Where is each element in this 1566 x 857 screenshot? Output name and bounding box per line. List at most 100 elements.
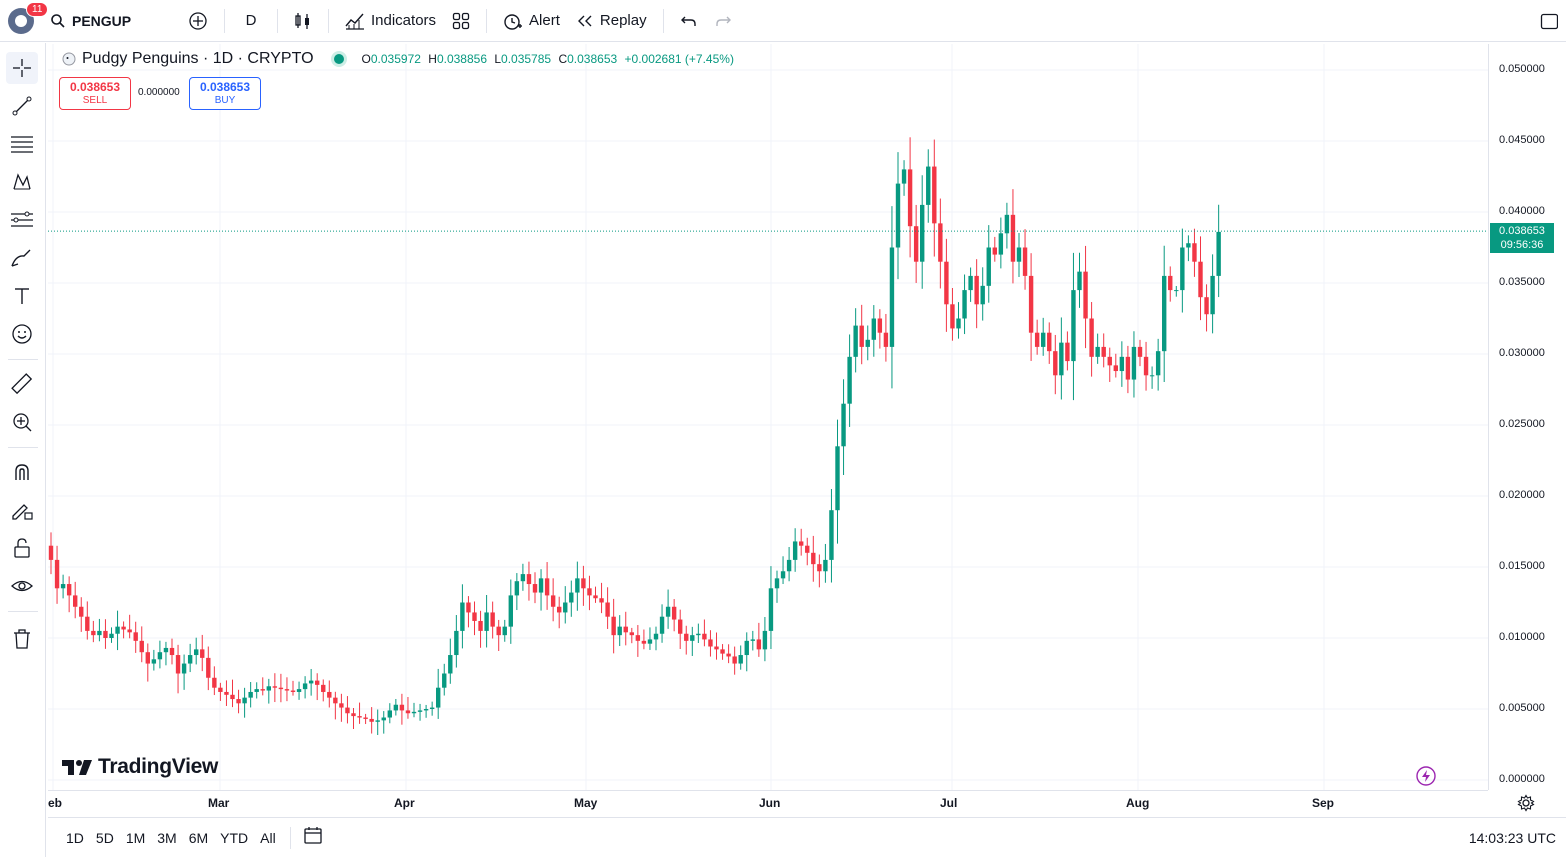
candle-body	[714, 646, 719, 650]
chart-pane[interactable]	[48, 44, 1488, 790]
time-tick-label: May	[574, 796, 598, 810]
candle-body	[647, 639, 653, 644]
candle-body	[1077, 271, 1082, 291]
candle-body	[732, 656, 737, 664]
range-ytd-button[interactable]: YTD	[220, 829, 249, 846]
candle-body	[944, 261, 949, 305]
separator	[328, 8, 329, 33]
redo-button[interactable]	[706, 4, 740, 38]
magnet-icon	[15, 464, 29, 480]
time-tick-label: Apr	[394, 796, 415, 810]
range-all-button[interactable]: All	[260, 829, 276, 846]
utc-clock[interactable]: 14:03:23 UTC	[1468, 830, 1556, 846]
candle-body	[73, 595, 78, 607]
candle-body	[932, 166, 937, 224]
candle-body	[478, 620, 483, 631]
brush-tool[interactable]	[6, 242, 38, 274]
candle-body	[393, 704, 399, 711]
candle-body	[1137, 346, 1143, 357]
candle-body	[472, 612, 477, 621]
candle-body	[1022, 247, 1028, 276]
eye-icon	[11, 580, 33, 592]
trend-line-icon	[12, 96, 32, 116]
settings-button[interactable]	[1517, 794, 1535, 817]
range-1m-button[interactable]: 1M	[125, 829, 146, 846]
candle-body	[169, 647, 175, 656]
candle-body	[980, 285, 985, 305]
candle-body	[1168, 275, 1173, 291]
horizontal-lines-icon	[11, 136, 33, 153]
candle-body	[962, 290, 967, 319]
remove-drawings-tool[interactable]	[6, 623, 38, 655]
candle-body	[883, 332, 889, 347]
candle-body	[157, 652, 163, 660]
interval-button[interactable]: D	[233, 4, 269, 38]
buy-button[interactable]: 0.038653 BUY	[189, 77, 261, 110]
candle-body	[835, 446, 840, 511]
candle-body	[260, 689, 265, 691]
tradingview-logo[interactable]: TradingView	[62, 755, 218, 779]
time-tick-label: Jun	[759, 796, 781, 810]
candle-body	[696, 633, 701, 636]
visibility-tool[interactable]	[6, 570, 38, 602]
drawing-mode-tool[interactable]	[6, 494, 38, 526]
emoji-tool[interactable]	[6, 318, 38, 350]
candle-body	[811, 552, 816, 565]
magnet-tool[interactable]	[6, 456, 38, 488]
last-price-tag: 0.038653 09:56:36	[1490, 223, 1554, 253]
undo-button[interactable]	[672, 4, 706, 38]
price-chart[interactable]	[48, 44, 1488, 790]
candle-body	[442, 673, 447, 688]
pattern-tool[interactable]	[6, 166, 38, 198]
range-1d-button[interactable]: 1D	[66, 829, 84, 846]
candle-body	[744, 640, 749, 656]
candle-body	[278, 687, 284, 690]
candle-body	[333, 697, 338, 704]
range-5d-button[interactable]: 5D	[95, 829, 114, 846]
alert-button[interactable]: Alert	[495, 4, 568, 38]
price-tick-label: 0.020000	[1499, 489, 1545, 501]
close-label: C	[558, 52, 568, 66]
go-to-date-button[interactable]	[303, 825, 323, 850]
range-3m-button[interactable]: 3M	[157, 829, 177, 846]
user-avatar[interactable]: 11	[8, 1, 49, 34]
fullscreen-button[interactable]	[1532, 4, 1566, 38]
trend-line-tool[interactable]	[6, 90, 38, 122]
measure-tool[interactable]	[6, 368, 38, 400]
range-6m-button[interactable]: 6M	[188, 829, 209, 846]
symbol-search-button[interactable]: PENGUP	[42, 4, 180, 38]
price-scale[interactable]: 0.050000 0.045000 0.040000 0.035000 0.030000…	[1488, 44, 1566, 790]
lock-tool[interactable]	[6, 532, 38, 564]
candle-body	[351, 713, 356, 717]
zoom-tool[interactable]	[6, 406, 38, 438]
separator	[224, 8, 225, 33]
sell-label: SELL	[82, 95, 108, 106]
candle-body	[200, 649, 205, 658]
candle-body	[538, 578, 544, 593]
replay-button[interactable]: Replay	[568, 4, 655, 38]
candle-body	[780, 571, 786, 579]
chart-type-button[interactable]	[286, 4, 320, 38]
candle-body	[496, 626, 501, 636]
candle-body	[387, 710, 392, 718]
compare-button[interactable]	[180, 4, 216, 38]
candle-body	[593, 595, 598, 599]
lightning-button[interactable]	[1415, 765, 1437, 792]
interval-label: D	[245, 12, 257, 29]
fib-tool[interactable]	[6, 128, 38, 160]
indicators-button[interactable]: Indicators	[337, 4, 444, 38]
candle-body	[405, 710, 411, 714]
prediction-tool[interactable]	[6, 204, 38, 236]
sell-button[interactable]: 0.038653 SELL	[59, 77, 131, 110]
crosshair-tool[interactable]	[6, 52, 38, 84]
candle-body	[690, 635, 695, 641]
candle-body	[363, 717, 368, 719]
bottom-toolbar: 1D 5D 1M 3M 6M YTD All 14:03:23 UTC	[48, 817, 1566, 857]
ruler-icon	[11, 373, 33, 395]
candle-body	[877, 318, 883, 333]
layouts-button[interactable]	[444, 4, 478, 38]
text-tool[interactable]	[6, 280, 38, 312]
candle-body	[1210, 275, 1215, 315]
time-axis[interactable]: Feb Mar Apr May Jun Jul Aug Sep	[48, 790, 1488, 816]
